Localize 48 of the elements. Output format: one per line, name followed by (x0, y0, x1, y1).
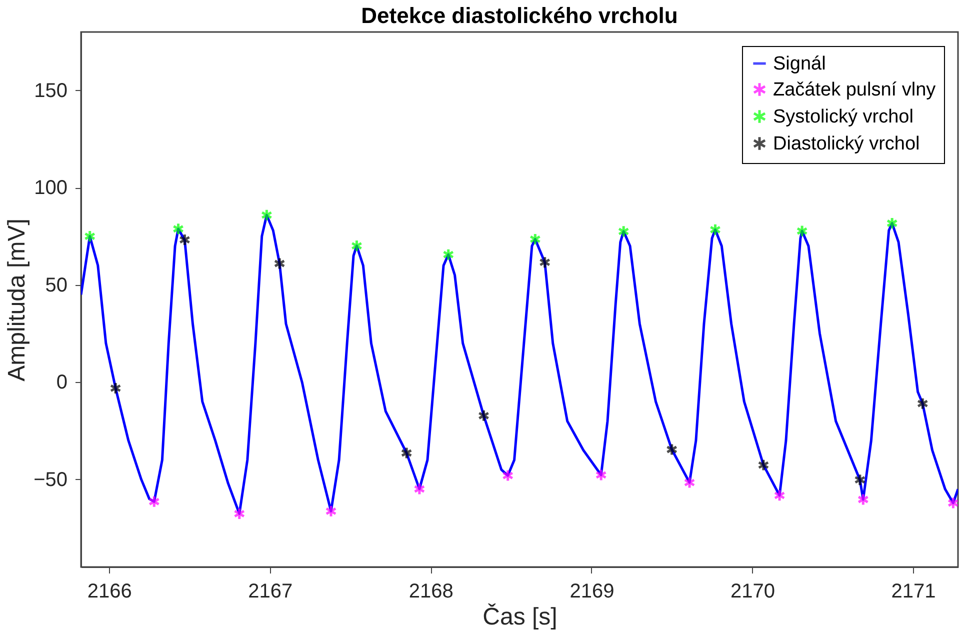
point (172, 222, 184, 236)
point (178, 233, 191, 246)
point (148, 495, 160, 508)
point (758, 458, 770, 472)
x-axis-title: Čas [s] (482, 604, 558, 630)
point (595, 468, 607, 482)
point (857, 493, 869, 506)
x-tick-label: 2171 (891, 580, 936, 602)
point (947, 496, 958, 510)
point (260, 208, 272, 222)
point (886, 216, 898, 230)
x-tick-label: 2168 (408, 580, 454, 602)
legend-label: Signál (773, 54, 826, 74)
point (916, 397, 928, 410)
point (796, 224, 808, 238)
x-tick-label: 2169 (570, 580, 614, 602)
legend-label: Začátek pulsní vlny (773, 80, 936, 100)
point (502, 469, 514, 482)
point (666, 443, 678, 456)
point (442, 248, 454, 262)
point (274, 257, 286, 270)
point (110, 382, 122, 395)
point (350, 239, 363, 252)
point (400, 446, 412, 460)
point (325, 504, 337, 518)
point (774, 488, 786, 502)
point (709, 223, 722, 236)
y-axis-title: Amplituda [mV] (4, 218, 31, 382)
point (414, 482, 426, 496)
x-tick-label: 2167 (248, 580, 293, 602)
point (529, 232, 541, 246)
y-tick-label: 0 (56, 372, 68, 394)
chart-title: Detekce diastolického vrcholu (361, 3, 678, 28)
y-tick-label: −50 (34, 468, 68, 491)
point (234, 507, 246, 520)
x-tick-label: 2170 (730, 580, 775, 602)
point (854, 473, 866, 486)
point (618, 224, 630, 238)
point (684, 476, 696, 490)
y-tick-label: 100 (34, 177, 68, 200)
legend-label: Systolický vrchol (773, 106, 914, 128)
y-tick-label: 150 (34, 80, 68, 102)
x-tick-label: 2166 (87, 580, 132, 602)
point (539, 256, 551, 269)
point (84, 230, 96, 243)
y-tick-label: 50 (45, 274, 68, 296)
point (478, 409, 490, 422)
legend-label: Diastolický vrchol (773, 134, 920, 154)
